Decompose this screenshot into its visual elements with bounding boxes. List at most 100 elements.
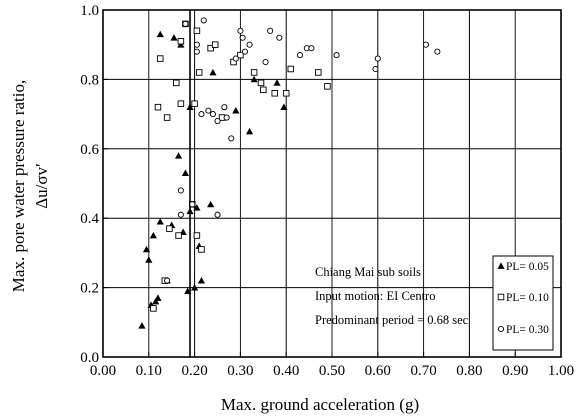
x-axis-label: Max. ground acceleration (g) [221, 395, 419, 414]
x-tick-label: 0.80 [456, 363, 482, 379]
data-point-triangle [156, 30, 164, 38]
data-point-circle [200, 17, 207, 24]
data-point-square [177, 37, 185, 45]
data-point-square [154, 103, 162, 111]
y-tick-label: 0.4 [80, 211, 99, 227]
data-point-circle [267, 27, 274, 34]
x-tick-label: 1.00 [548, 363, 574, 379]
data-point-circle [228, 135, 235, 142]
grid-layer [102, 9, 562, 358]
legend-label: PL= 0.30 [506, 324, 549, 336]
data-point-circle [296, 52, 303, 59]
y-tick-label: 0.0 [80, 350, 99, 366]
data-point-square [250, 69, 258, 76]
data-point-triangle [174, 152, 183, 159]
y-tick-label: 1.0 [80, 3, 99, 19]
data-point-circle [374, 55, 381, 62]
x-tick-labels: 0.00 0.10 0.20 0.30 0.40 0.50 0.60 0.70 0.80 0.90… [90, 363, 574, 379]
data-point-square [177, 100, 185, 107]
data-point-circle [221, 104, 228, 111]
data-point-circle [372, 65, 379, 73]
data-point-square [282, 90, 290, 97]
data-point-circle [223, 114, 230, 121]
data-point-circle [198, 111, 205, 118]
data-point-square [173, 79, 180, 87]
y-axis-label-line1: Max. pore water pressure ratio, [9, 80, 28, 292]
data-point-triangle [250, 75, 258, 83]
x-tick-label: 0.30 [227, 363, 253, 379]
x-tick-label: 0.60 [365, 363, 391, 379]
data-point-circle [214, 211, 221, 218]
x-tick-label: 0.40 [273, 363, 299, 379]
x-tick-label: 0.20 [181, 363, 207, 379]
data-point-circle [193, 48, 200, 55]
data-point-triangle [152, 297, 160, 305]
data-point-triangle [280, 103, 288, 111]
y-tick-label: 0.6 [80, 142, 99, 158]
data-point-circle [177, 187, 184, 194]
data-point-square [198, 246, 205, 253]
data-point-circle [189, 201, 196, 208]
data-point-triangle [149, 231, 157, 239]
data-point-square [191, 100, 198, 107]
data-point-circle [422, 41, 429, 48]
data-point-triangle [232, 107, 240, 114]
data-point-square [166, 225, 173, 232]
data-point-circle [193, 41, 200, 48]
data-point-triangle [142, 245, 151, 253]
legend-box [492, 255, 554, 351]
data-point-circle [308, 45, 315, 52]
data-point-triangle [138, 322, 146, 329]
data-point-triangle [145, 256, 153, 263]
x-tick-label: 0.70 [410, 363, 436, 379]
data-point-circle [241, 48, 249, 55]
data-point-circle [164, 277, 171, 284]
annotation-block: Chiang Mai sub soils Input motion: EI Ce… [315, 265, 469, 327]
plot-border [102, 9, 562, 358]
data-point-circle [237, 27, 244, 34]
data-point-circle [177, 211, 184, 218]
data-point-square [271, 90, 279, 97]
data-point-circle [182, 20, 189, 27]
y-tick-label: 0.8 [80, 72, 99, 88]
legend-marker-circle [497, 325, 505, 333]
annotation-line-2: Input motion: EI Centro [315, 289, 435, 303]
legend-marker-square [497, 293, 505, 301]
data-point-circle [333, 52, 340, 59]
data-point-square [315, 69, 322, 76]
data-point-circle [232, 55, 239, 62]
y-axis-label-line2: Δu/σv′ [32, 163, 51, 209]
data-point-triangle [193, 204, 201, 211]
data-point-square [150, 305, 157, 312]
legend-label: PL= 0.10 [506, 292, 549, 304]
data-point-triangle [273, 79, 281, 86]
data-point-circle [239, 34, 246, 41]
data-point-square [287, 65, 295, 73]
data-point-triangle [245, 127, 254, 135]
data-point-circle [262, 59, 269, 66]
data-point-triangle [207, 200, 215, 208]
data-point-triangle [184, 287, 192, 294]
data-point-square [163, 114, 171, 121]
data-point-circle [276, 34, 283, 41]
data-point-circle [246, 41, 253, 48]
data-point-triangle [186, 207, 194, 215]
data-point-triangle [197, 277, 206, 284]
data-point-triangle [186, 103, 194, 111]
data-point-circle [214, 117, 221, 125]
legend-label: PL= 0.05 [506, 261, 549, 273]
data-point-circle [205, 107, 212, 114]
data-point-square [207, 44, 214, 52]
legend-marker-triangle [497, 262, 505, 269]
data-point-square [237, 51, 244, 59]
annotation-line-3: Predominant period = 0.68 sec [315, 313, 469, 327]
x-tick-label: 0.90 [502, 363, 528, 379]
legend: PL= 0.05 PL= 0.10 PL= 0.30 [492, 255, 554, 351]
y-tick-labels: 0.0 0.2 0.4 0.6 0.8 1.0 [80, 3, 99, 366]
data-points [138, 17, 441, 329]
data-point-triangle [181, 169, 190, 176]
y-tick-label: 0.2 [80, 281, 99, 297]
data-point-triangle [154, 294, 162, 301]
data-point-square [193, 27, 201, 35]
